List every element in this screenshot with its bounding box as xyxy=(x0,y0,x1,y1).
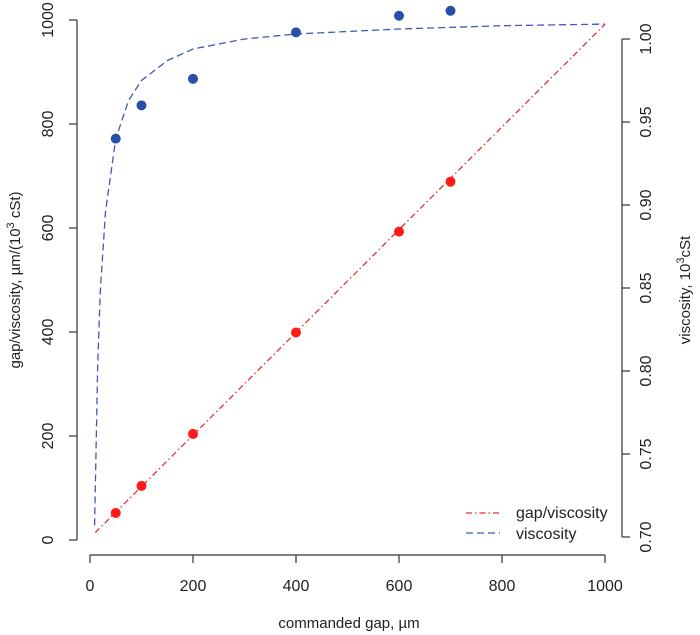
point-gap-viscosity xyxy=(445,176,456,187)
point-viscosity xyxy=(394,10,404,21)
left-y-tick-label: 1000 xyxy=(40,2,57,38)
point-viscosity xyxy=(110,133,121,144)
right-y-tick-label: 0.85 xyxy=(638,272,655,303)
right-y-tick-label: 0.75 xyxy=(638,438,655,469)
right-y-tick-label: 0.95 xyxy=(638,106,655,137)
data-points xyxy=(110,5,456,518)
point-gap-viscosity xyxy=(188,428,198,439)
x-tick-label: 400 xyxy=(283,578,310,595)
left-y-axis-title: gap/viscosity, µm/(103 cSt) xyxy=(5,191,24,368)
fit-line-gap-viscosity xyxy=(94,23,606,534)
fit-line-viscosity xyxy=(93,23,606,526)
point-gap-viscosity xyxy=(291,327,301,338)
point-gap-viscosity xyxy=(394,226,404,237)
right-y-axis-title: viscosity, 103cSt xyxy=(675,235,694,344)
right-y-tick-label: 0.70 xyxy=(638,521,655,552)
point-viscosity xyxy=(445,5,456,16)
point-viscosity xyxy=(136,100,147,111)
left-y-tick-label: 200 xyxy=(40,423,57,450)
right-y-tick-label: 0.80 xyxy=(638,355,655,386)
fit-lines xyxy=(93,23,606,534)
left-y-tick-label: 800 xyxy=(40,111,57,138)
legend-label-viscosity: viscosity xyxy=(516,526,576,543)
left-y-tick-label: 600 xyxy=(40,215,57,242)
x-tick-label: 600 xyxy=(386,578,413,595)
x-tick-label: 800 xyxy=(489,578,516,595)
right-y-tick-label: 1.00 xyxy=(638,23,655,54)
axes: 0 200 400 600 800 1000 0 200 400 600 800 1000 0.70 0.… xyxy=(40,2,655,595)
right-y-tick-label: 0.90 xyxy=(638,189,655,220)
left-y-tick-label: 0 xyxy=(40,535,57,544)
point-gap-viscosity xyxy=(110,507,121,518)
left-y-tick-label: 400 xyxy=(40,319,57,346)
legend-label-gap-viscosity: gap/viscosity xyxy=(516,505,608,522)
x-tick-label: 1000 xyxy=(587,578,623,595)
legend: gap/viscosity viscosity xyxy=(466,505,608,543)
x-tick-label: 0 xyxy=(86,578,95,595)
point-gap-viscosity xyxy=(136,480,147,491)
x-axis-title: commanded gap, µm xyxy=(278,615,419,632)
point-viscosity xyxy=(291,27,301,38)
x-tick-label: 200 xyxy=(180,578,207,595)
point-viscosity xyxy=(188,73,198,84)
